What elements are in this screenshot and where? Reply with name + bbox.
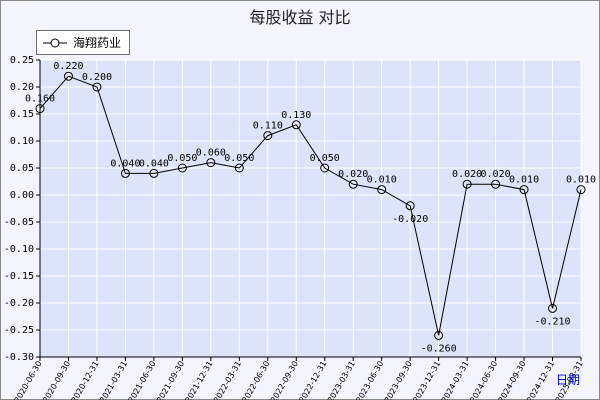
x-tick-label: 2022-03-31 (212, 360, 243, 400)
data-label: -0.260 (421, 343, 457, 354)
data-label: 0.130 (281, 110, 311, 121)
data-point (462, 179, 472, 189)
y-tick-label: 0.15 (10, 109, 34, 120)
data-point (92, 82, 102, 92)
data-point (320, 163, 330, 173)
data-label: 0.160 (25, 94, 55, 105)
series-line (39, 75, 582, 336)
y-tick-label: 0.25 (10, 55, 34, 66)
data-label: 0.040 (139, 158, 169, 169)
y-tick-label: -0.30 (4, 352, 34, 363)
x-tick-label: 2024-12-31 (525, 360, 556, 400)
x-tick-label: 2020-06-30 (13, 360, 44, 400)
x-tick-label: 2020-09-30 (41, 360, 72, 400)
y-tick-label: 0.05 (10, 163, 34, 174)
x-tick-label: 2023-09-30 (383, 360, 414, 400)
x-tick-label: 2021-06-30 (127, 360, 158, 400)
series-line-group (39, 75, 582, 336)
data-point (206, 158, 216, 168)
y-tick-label: -0.15 (4, 271, 34, 282)
data-label: 0.060 (196, 148, 226, 159)
data-label: 0.040 (110, 158, 140, 169)
data-label: 0.050 (310, 153, 340, 164)
data-label: 0.010 (509, 175, 539, 186)
data-point (434, 330, 444, 340)
data-label: -0.020 (392, 214, 428, 225)
data-label: 0.020 (338, 169, 368, 180)
data-point (405, 201, 415, 211)
x-tick-label: 2023-03-31 (326, 360, 357, 400)
x-tick-label: 2022-09-30 (269, 360, 300, 400)
x-axis-ticks: 2020-06-302020-09-302020-12-312021-03-31… (13, 357, 585, 400)
y-tick-label: -0.10 (4, 244, 34, 255)
y-tick-label: 0.10 (10, 136, 34, 147)
data-label: 0.050 (224, 153, 254, 164)
legend-marker-icon (43, 38, 67, 47)
chart-title: 每股收益 对比 (249, 8, 351, 27)
axes (39, 60, 581, 358)
x-axis-label: 日期 (556, 373, 580, 387)
data-point (63, 71, 73, 81)
data-label: 0.110 (253, 121, 283, 132)
data-point (519, 185, 529, 195)
y-tick-label: -0.25 (4, 325, 34, 336)
y-tick-label: 0.20 (10, 82, 34, 93)
data-label: 0.020 (481, 169, 511, 180)
y-axis-ticks: 0.25 0.20 0.15 0.10 0.05 0.00 -0.05 -0.10 -0.15 -… (4, 55, 40, 363)
legend: 海翔药业 (36, 30, 131, 55)
data-labels: 0.1600.2200.2000.0400.0400.0500.0600.050… (25, 61, 596, 354)
data-point (120, 168, 130, 178)
data-label: 0.050 (167, 153, 197, 164)
data-point (177, 163, 187, 173)
x-tick-label: 2024-03-31 (440, 359, 471, 400)
data-point (149, 168, 159, 178)
y-tick-label: 0.00 (10, 190, 34, 201)
data-point (35, 104, 45, 114)
data-label: 0.020 (452, 169, 482, 180)
series-points (35, 71, 586, 340)
x-tick-label: 2024-09-30 (497, 360, 528, 400)
data-label: 0.010 (566, 175, 596, 186)
x-tick-label: 2023-06-30 (354, 360, 385, 400)
y-tick-label: -0.20 (4, 298, 34, 309)
data-label: -0.210 (534, 316, 570, 327)
data-point (576, 185, 586, 195)
x-tick-label: 2023-12-31 (411, 360, 442, 400)
data-label: 0.220 (53, 61, 83, 72)
x-tick-label: 2021-03-31 (98, 360, 129, 400)
x-tick-label: 2024-06-30 (468, 360, 499, 400)
x-tick-label: 2021-09-30 (155, 360, 186, 400)
data-point (377, 185, 387, 195)
data-point (291, 120, 301, 130)
y-tick-label: -0.05 (4, 217, 34, 228)
x-tick-label: 2022-12-31 (297, 360, 328, 400)
data-point (348, 179, 358, 189)
x-tick-label: 2022-06-30 (240, 360, 271, 400)
data-label: 0.010 (367, 175, 397, 186)
x-tick-label: 2020-12-31 (70, 360, 101, 400)
data-point (263, 131, 273, 141)
data-point (234, 163, 244, 173)
legend-label: 海翔药业 (73, 36, 122, 50)
x-tick-label: 2021-12-31 (184, 360, 215, 400)
plot-area (40, 60, 581, 357)
data-point (548, 303, 558, 313)
data-label: 0.200 (82, 72, 112, 83)
data-point (491, 179, 501, 189)
